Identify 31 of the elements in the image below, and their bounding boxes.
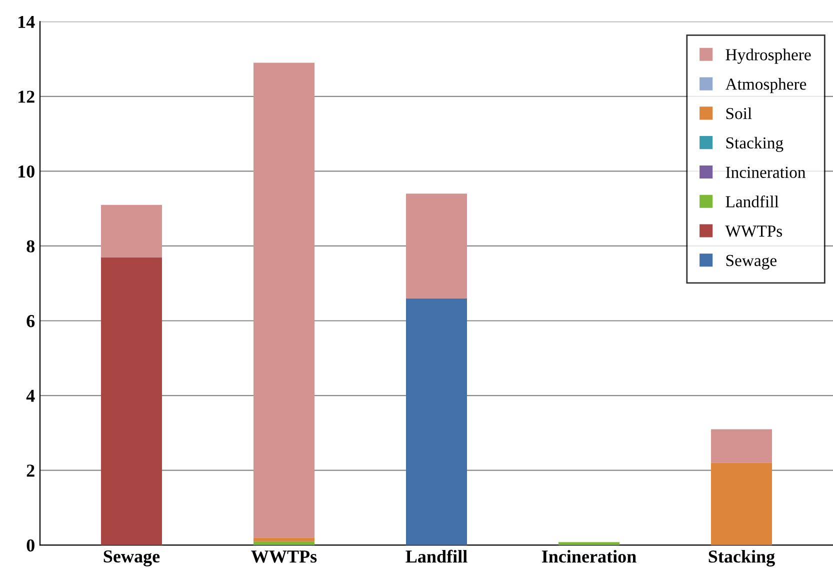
y-tick-label: 10	[18, 165, 34, 178]
legend-label: Landfill	[726, 195, 779, 208]
y-tick-label: 14	[18, 16, 35, 28]
y-tick-label: 0	[26, 539, 34, 552]
legend-label: Hydrosphere	[726, 48, 811, 64]
x-tick-label: Incineration	[542, 550, 636, 563]
legend-label: Soil	[726, 107, 752, 120]
bar	[253, 538, 314, 542]
x-tick-label: Stacking	[708, 550, 775, 566]
bar	[253, 541, 314, 546]
y-tick-label: 8	[26, 240, 35, 252]
bar	[100, 204, 162, 258]
legend-label: Sewage	[726, 254, 776, 270]
bar	[253, 62, 314, 538]
bar	[100, 257, 162, 546]
y-tick-label: 4	[26, 390, 35, 402]
bar	[406, 298, 467, 546]
legend-label: Atmosphere	[725, 78, 806, 94]
bar	[406, 194, 467, 298]
x-tick-label: Landfill	[406, 550, 468, 563]
bar	[711, 429, 772, 463]
y-tick-label: 12	[18, 90, 34, 103]
legend-label: Stacking	[726, 136, 784, 152]
y-tick-label: 6	[26, 315, 35, 328]
bar	[558, 542, 620, 546]
legend-label: Incineration	[726, 166, 806, 178]
bar	[711, 462, 772, 546]
x-tick-label: Sewage	[104, 550, 160, 566]
x-tick-label: WWTPs	[251, 550, 317, 563]
y-tick-label: 2	[26, 464, 34, 477]
legend-label: WWTPs	[725, 226, 782, 237]
